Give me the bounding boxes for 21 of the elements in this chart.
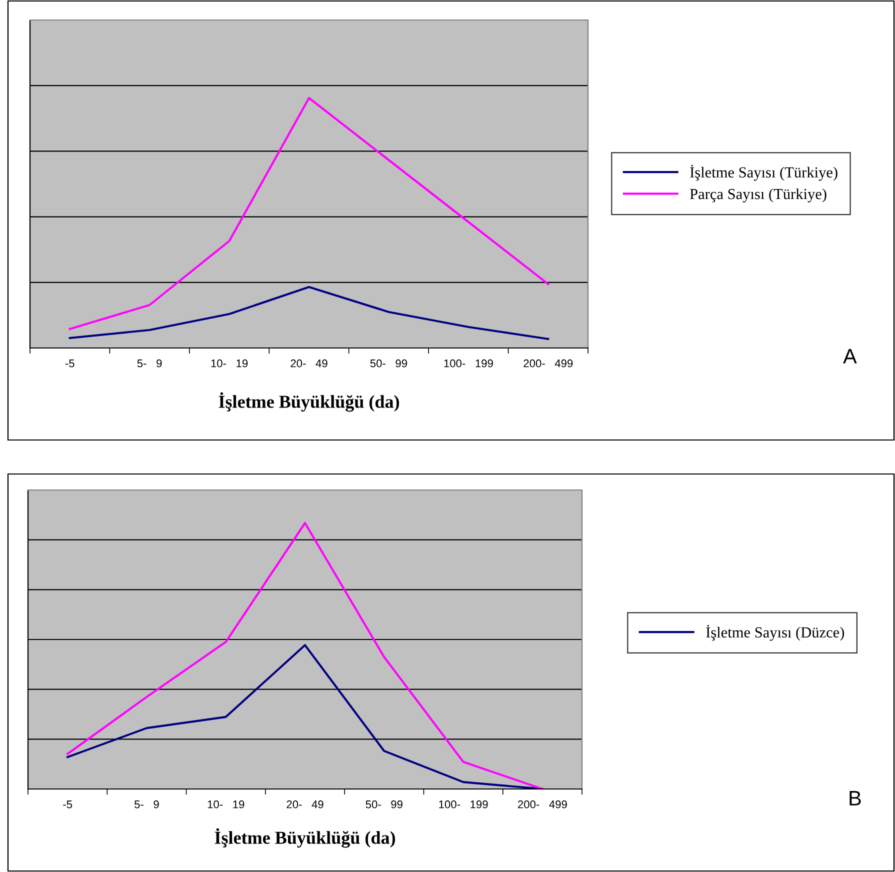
x-tick-label: -5 (63, 800, 72, 808)
x-tick-label: 200- 499 (524, 359, 573, 368)
text: A (843, 349, 857, 364)
text: B (850, 791, 861, 806)
x-tick-label: 50- 99 (366, 800, 402, 808)
x-tick-label: -5 (65, 360, 74, 368)
legend-label: İşletme Sayısı (Düzce) (706, 624, 844, 641)
x-axis-title: İşletme Büyüklüğü (da) (214, 828, 396, 848)
x-tick-label: 50- 99 (370, 359, 408, 368)
legend-label: Parça Sayısı (Türkiye) (690, 188, 826, 202)
x-tick-label: 100- 199 (439, 800, 488, 808)
x-tick-label: 200- 499 (518, 800, 567, 808)
x-tick-label: 20- 49 (286, 800, 324, 808)
x-tick-label: 5- 9 (134, 800, 159, 808)
x-tick-label: 10- 19 (211, 359, 248, 368)
legend-label: İşletme Sayısı (Türkiye) (690, 164, 838, 181)
x-tick-label: 5- 9 (137, 359, 162, 368)
x-tick-label: 20- 49 (290, 359, 328, 368)
x-axis-title: İşletme Büyüklüğü (da) (218, 392, 400, 412)
x-tick-label: 100- 199 (444, 359, 493, 368)
x-tick-label: 10- 19 (208, 800, 244, 808)
